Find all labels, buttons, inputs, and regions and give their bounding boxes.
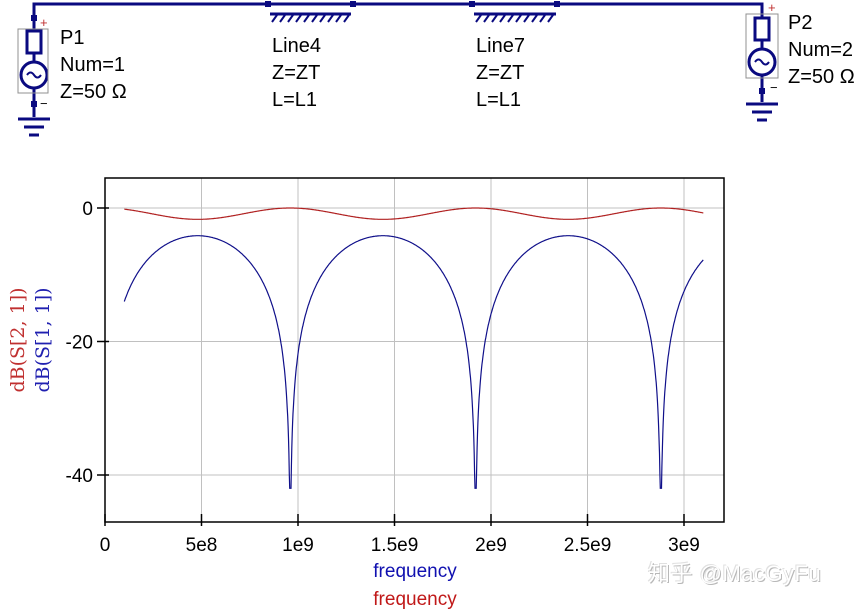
line7-impedance: Z=ZT — [476, 62, 525, 84]
p2-name: P2 — [788, 12, 813, 34]
p2-label: P2 Num=2 Z=50 Ω — [788, 10, 855, 91]
watermark: 知乎 @MacGyFu — [648, 561, 822, 586]
p1-plus-marker: + — [40, 15, 48, 30]
ylabel-s11: dB(S[1, 1]) — [32, 287, 54, 392]
line7-label: Line7 Z=ZT L=L1 — [476, 33, 525, 114]
p1-num: Num=1 — [60, 54, 126, 76]
x-tick-label: 1e9 — [282, 535, 314, 556]
port-p1-symbol[interactable] — [18, 21, 50, 137]
plot-ticks: 0 5e8 1e9 1.5e9 2e9 2.5e9 3e9 0 -20 -40 — [66, 199, 700, 556]
plot-curves — [123, 207, 704, 489]
wire-top — [32, 2, 764, 21]
line4-label: Line4 Z=ZT L=L1 — [272, 33, 321, 114]
x-tick-label: 2e9 — [475, 535, 507, 556]
s11-curve — [123, 235, 704, 489]
ylabel-s21: dB(S[2, 1]) — [7, 287, 29, 392]
x-tick-label: 2.5e9 — [564, 535, 612, 556]
p2-plus-marker: + — [768, 0, 776, 15]
line4-symbol[interactable] — [270, 12, 351, 23]
p1-label: P1 Num=1 Z=50 Ω — [60, 25, 127, 106]
port-p2-symbol[interactable] — [746, 14, 778, 122]
x-tick-label: 3e9 — [668, 535, 700, 556]
y-tick-label: -40 — [66, 466, 93, 487]
xlabel-blue: frequency — [373, 561, 457, 582]
s21-curve — [124, 207, 704, 220]
line4-name: Line4 — [272, 35, 321, 57]
x-tick-label: 1.5e9 — [371, 535, 419, 556]
y-tick-label: -20 — [66, 333, 93, 354]
line4-impedance: Z=ZT — [272, 62, 321, 84]
x-tick-label: 5e8 — [186, 535, 218, 556]
line7-name: Line7 — [476, 35, 525, 57]
schematic: + − + − — [17, 0, 779, 137]
y-tick-label: 0 — [82, 199, 93, 220]
line4-length: L=L1 — [272, 89, 318, 111]
line7-length: L=L1 — [476, 89, 522, 111]
plot-grid — [105, 178, 724, 522]
line7-symbol[interactable] — [474, 12, 556, 23]
p2-num: Num=2 — [788, 39, 854, 61]
p1-name: P1 — [60, 27, 85, 49]
plot-frame — [104, 177, 725, 523]
xlabel-red: frequency — [373, 589, 457, 610]
p2-minus-marker: − — [770, 80, 778, 95]
p1-minus-marker: − — [40, 96, 48, 111]
p2-impedance: Z=50 Ω — [788, 66, 855, 88]
x-tick-label: 0 — [100, 535, 111, 556]
p1-impedance: Z=50 Ω — [60, 81, 127, 103]
